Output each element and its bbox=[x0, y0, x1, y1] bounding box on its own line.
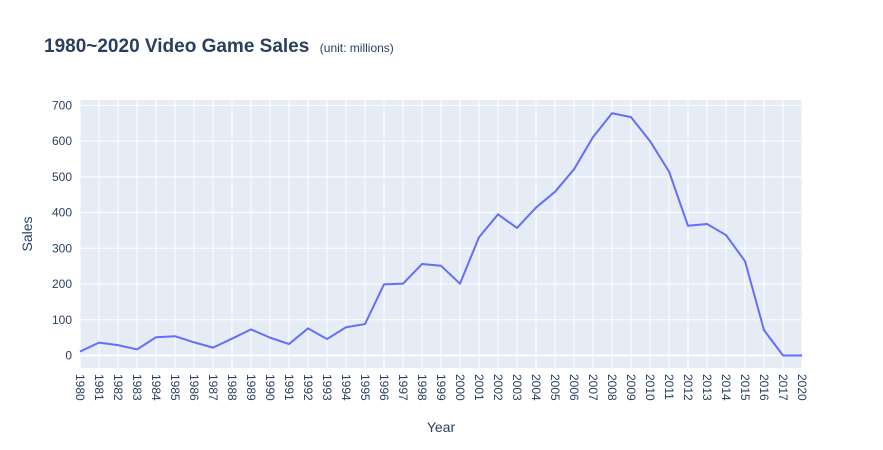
x-tick-label: 2020 bbox=[795, 374, 809, 401]
x-tick-label: 1985 bbox=[168, 374, 182, 401]
x-tick-label: 1994 bbox=[339, 374, 353, 401]
x-axis-ticks: 1980 1981 1982 1983 1984 1985 1986 1987 1988 1989… bbox=[73, 374, 809, 401]
x-tick-label: 2001 bbox=[472, 374, 486, 401]
x-tick-label: 2003 bbox=[510, 374, 524, 401]
x-tick-label: 1980 bbox=[73, 374, 87, 401]
chart-title-text: 1980~2020 Video Game Sales bbox=[44, 36, 309, 57]
chart-title: 1980~2020 Video Game Sales (unit: millio… bbox=[44, 36, 394, 57]
sales-series-line bbox=[79, 112, 802, 357]
x-tick-label: 2000 bbox=[453, 374, 467, 401]
y-tick-label: 500 bbox=[52, 170, 72, 184]
x-tick-label: 2008 bbox=[605, 374, 619, 401]
chart-subtitle: (unit: millions) bbox=[320, 41, 394, 55]
y-tick-label: 400 bbox=[52, 206, 72, 220]
y-tick-label: 600 bbox=[52, 134, 72, 148]
y-axis-title: Sales bbox=[19, 216, 35, 251]
x-tick-label: 1993 bbox=[320, 374, 334, 401]
x-tick-label: 2011 bbox=[662, 374, 676, 400]
x-tick-label: 1999 bbox=[434, 374, 448, 401]
x-tick-label: 1996 bbox=[377, 374, 391, 401]
x-tick-label: 2013 bbox=[700, 374, 714, 401]
x-tick-label: 2009 bbox=[624, 374, 638, 401]
x-tick-label: 2002 bbox=[491, 374, 505, 401]
y-tick-label: 200 bbox=[52, 277, 72, 291]
x-tick-label: 2017 bbox=[776, 374, 790, 401]
x-tick-label: 1989 bbox=[244, 374, 258, 401]
gridlines bbox=[79, 100, 803, 368]
x-tick-label: 2015 bbox=[738, 374, 752, 401]
x-tick-label: 2016 bbox=[757, 374, 771, 401]
x-tick-label: 1981 bbox=[92, 374, 106, 401]
x-tick-label: 1997 bbox=[396, 374, 410, 401]
x-tick-label: 1986 bbox=[187, 374, 201, 401]
x-tick-label: 2005 bbox=[548, 374, 562, 401]
x-tick-label: 2006 bbox=[567, 374, 581, 401]
y-tick-label: 700 bbox=[52, 98, 72, 112]
x-tick-label: 1992 bbox=[301, 374, 315, 401]
x-axis-title: Year bbox=[427, 419, 456, 435]
x-tick-label: 1982 bbox=[111, 374, 125, 401]
x-tick-label: 2010 bbox=[643, 374, 657, 401]
x-tick-label: 2014 bbox=[719, 374, 733, 401]
y-axis-ticks: 0 100 200 300 400 500 600 700 bbox=[52, 98, 72, 362]
x-tick-label: 1983 bbox=[130, 374, 144, 401]
x-tick-label: 2004 bbox=[529, 374, 543, 401]
x-tick-label: 1998 bbox=[415, 374, 429, 401]
y-tick-label: 0 bbox=[65, 348, 72, 362]
x-tick-label: 2007 bbox=[586, 374, 600, 401]
x-tick-label: 1987 bbox=[206, 374, 220, 401]
y-tick-label: 300 bbox=[52, 241, 72, 255]
x-tick-label: 1984 bbox=[149, 374, 163, 401]
x-tick-label: 1990 bbox=[263, 374, 277, 401]
x-tick-label: 1991 bbox=[282, 374, 296, 401]
x-tick-label: 2012 bbox=[681, 374, 695, 401]
y-tick-label: 100 bbox=[52, 313, 72, 327]
x-tick-label: 1995 bbox=[358, 374, 372, 401]
x-tick-label: 1988 bbox=[225, 374, 239, 401]
